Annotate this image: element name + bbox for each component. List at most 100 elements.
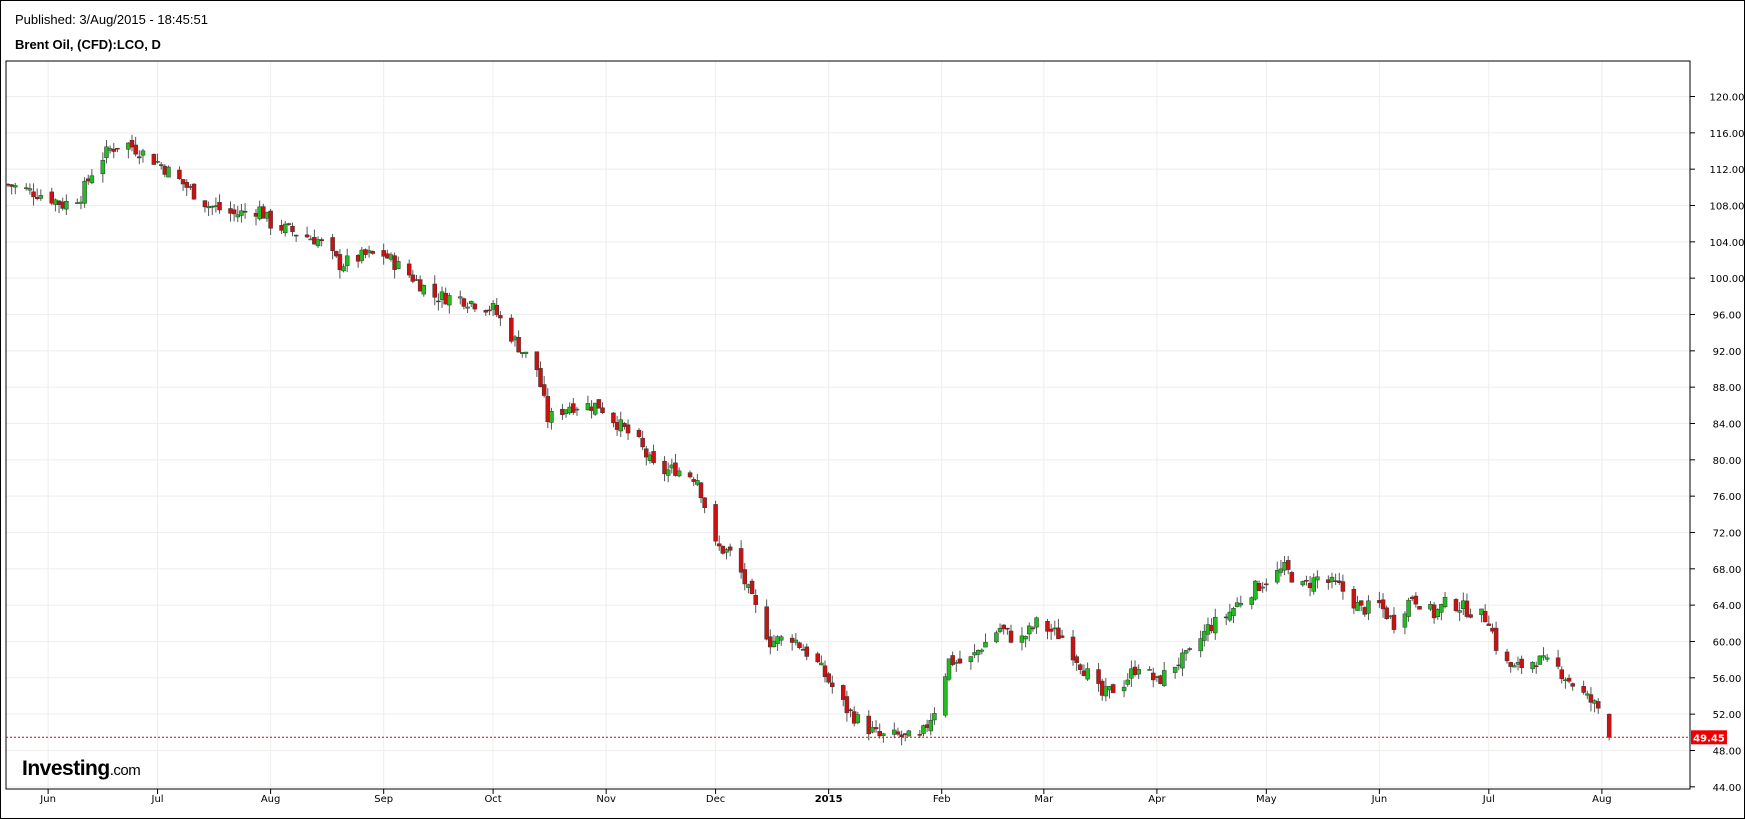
candle-body	[1457, 610, 1462, 613]
candle-body	[1519, 658, 1524, 668]
candle	[1136, 664, 1141, 680]
candle-body	[242, 210, 248, 213]
candle-body	[975, 650, 981, 655]
candle	[1340, 574, 1346, 600]
candle-body	[1566, 677, 1572, 682]
logo-suffix: .com	[109, 762, 141, 779]
x-tick-label: Mar	[1034, 794, 1054, 805]
candle-body	[676, 470, 682, 477]
candle	[1464, 593, 1470, 619]
candle-body	[662, 460, 667, 475]
candle-body	[534, 351, 540, 371]
candle-body	[487, 309, 492, 312]
candle	[53, 198, 58, 212]
candle	[1078, 663, 1083, 675]
candle	[1213, 608, 1218, 640]
candle-body	[1059, 635, 1065, 638]
candle	[516, 330, 521, 353]
candle-body	[1504, 651, 1510, 662]
candle-body	[1213, 616, 1218, 634]
candle-body	[319, 239, 324, 241]
candle	[104, 140, 109, 164]
candle	[950, 651, 955, 667]
candle-body	[611, 412, 616, 424]
candle-body	[968, 656, 974, 663]
logo-name: Investing	[22, 757, 110, 780]
candle-body	[494, 304, 499, 316]
candle-body	[651, 451, 656, 463]
candle-body	[235, 214, 241, 218]
candle-body	[713, 504, 718, 542]
candle	[202, 200, 208, 213]
candle-body	[111, 148, 117, 152]
candle	[1442, 592, 1448, 609]
candle-body	[1544, 657, 1550, 660]
candle	[640, 430, 645, 451]
investing-logo: Investing.com	[22, 757, 141, 781]
candle	[1202, 624, 1207, 647]
candle	[370, 250, 375, 255]
candle	[1110, 683, 1116, 694]
candle	[979, 648, 985, 655]
candle-body	[115, 147, 120, 150]
candle	[1096, 662, 1101, 692]
candle-body	[1453, 599, 1459, 611]
candle	[436, 293, 441, 311]
candle	[571, 397, 576, 415]
y-tick-label: 60.00	[1713, 637, 1742, 648]
candle-body	[545, 396, 551, 423]
candle	[235, 205, 241, 223]
candle	[662, 456, 667, 482]
candle-body	[1512, 665, 1517, 668]
candle-body	[932, 713, 937, 721]
candle	[1435, 608, 1440, 620]
candle-body	[516, 336, 521, 353]
candle	[1023, 635, 1028, 648]
candle-body	[64, 201, 69, 210]
candle-body	[793, 639, 799, 643]
candle-body	[983, 641, 988, 648]
candle-body	[436, 300, 441, 303]
candle-body	[13, 185, 18, 188]
candle	[290, 222, 295, 237]
candle-body	[129, 139, 135, 148]
candle	[1161, 661, 1167, 687]
candle	[1493, 621, 1499, 655]
candle-body	[1435, 609, 1440, 618]
candle-body	[1358, 600, 1364, 606]
candle-body	[1391, 614, 1397, 630]
candle	[819, 655, 824, 666]
candle-body	[906, 730, 912, 737]
candle	[27, 183, 33, 195]
candle	[975, 649, 981, 663]
candle	[1045, 618, 1050, 640]
candle	[1606, 713, 1612, 741]
candle	[315, 236, 321, 248]
candle-body	[1238, 603, 1244, 606]
candle	[1074, 654, 1079, 671]
candle-body	[1300, 581, 1306, 586]
candle-body	[498, 315, 503, 319]
candle	[1289, 570, 1295, 583]
candle	[636, 428, 642, 439]
candle-body	[1537, 655, 1543, 665]
candle	[487, 305, 492, 316]
candle-body	[866, 715, 872, 735]
candle	[1439, 603, 1444, 621]
candle	[13, 182, 18, 195]
candle-body	[286, 223, 292, 225]
candle	[848, 708, 853, 718]
candle-body	[764, 606, 769, 640]
candle	[1402, 611, 1408, 635]
candle-body	[330, 237, 335, 251]
candle	[509, 314, 514, 344]
candle-body	[38, 195, 44, 199]
candle-body	[873, 727, 879, 730]
candle-body	[1366, 600, 1371, 614]
candle-body	[771, 640, 777, 648]
candle	[1355, 595, 1360, 611]
candle	[778, 634, 784, 646]
candle	[738, 540, 744, 579]
candle-body	[1340, 581, 1346, 592]
candle	[268, 208, 273, 235]
